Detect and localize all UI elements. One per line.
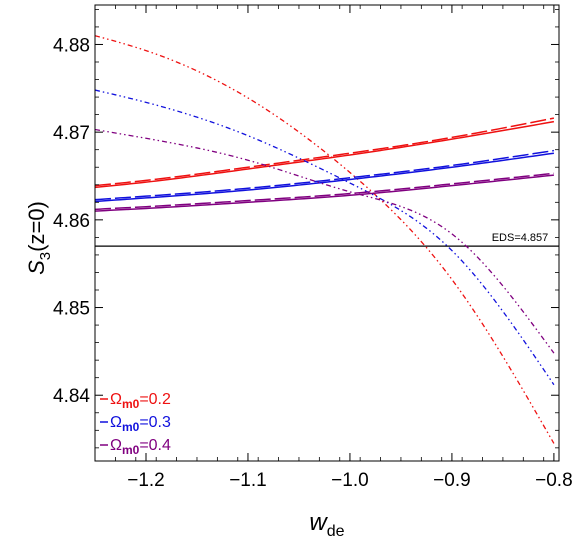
series-1-dashdot-line [95,35,555,444]
x-tick-label: −1.0 [331,470,369,491]
series-3-dashed-line [95,172,554,211]
plot-frame [94,4,560,462]
x-tick-label: −0.8 [535,470,573,491]
x-axis-label-sub: de [327,523,345,540]
axes: −1.2 −1.1 −1.0 −0.9 −0.8 4.84 4.85 4.86 4.87 4.88 [53,5,573,491]
x-axis-label-main: w [309,509,328,536]
x-tick-label: −1.2 [127,470,165,491]
legend-item: Ωm0=0.4 [100,437,171,457]
series-2-dashdot-line [95,89,555,386]
x-tick-label: −0.9 [433,470,471,491]
y-tick-label: 4.86 [53,211,90,232]
series-2-solid-line [95,152,555,203]
reference-line-label: EDS=4.857 [492,232,549,244]
series-1-dashed-line [95,117,555,187]
y-tick-label: 4.85 [53,299,90,320]
legend-item: Ωm0=0.3 [100,414,171,434]
series-3-dashdot-line [95,128,555,354]
plot-content [95,35,559,444]
series-2-dashed-line [95,149,555,201]
legend: Ωm0=0.2 Ωm0=0.3 Ωm0=0.4 [100,391,171,457]
x-tick-label: −1.1 [229,470,267,491]
series-1-solid-line [95,120,555,189]
y-axis-label: S3(z=0) [24,201,54,275]
legend-label: Ωm0=0.2 [110,391,171,411]
y-tick-label: 4.84 [53,386,90,407]
y-axis-label-suffix: (z=0) [24,201,49,252]
legend-label: Ωm0=0.4 [110,437,171,457]
y-tick-label: 4.87 [53,123,90,144]
y-tick-label: 4.88 [53,35,90,56]
y-axis-label-main: S [24,260,49,275]
legend-label: Ωm0=0.3 [110,414,171,434]
y-axis-label-sub: 3 [37,252,54,260]
x-axis-label: wde [309,509,344,540]
series-3-solid-line [95,174,554,212]
legend-item: Ωm0=0.2 [100,391,171,411]
